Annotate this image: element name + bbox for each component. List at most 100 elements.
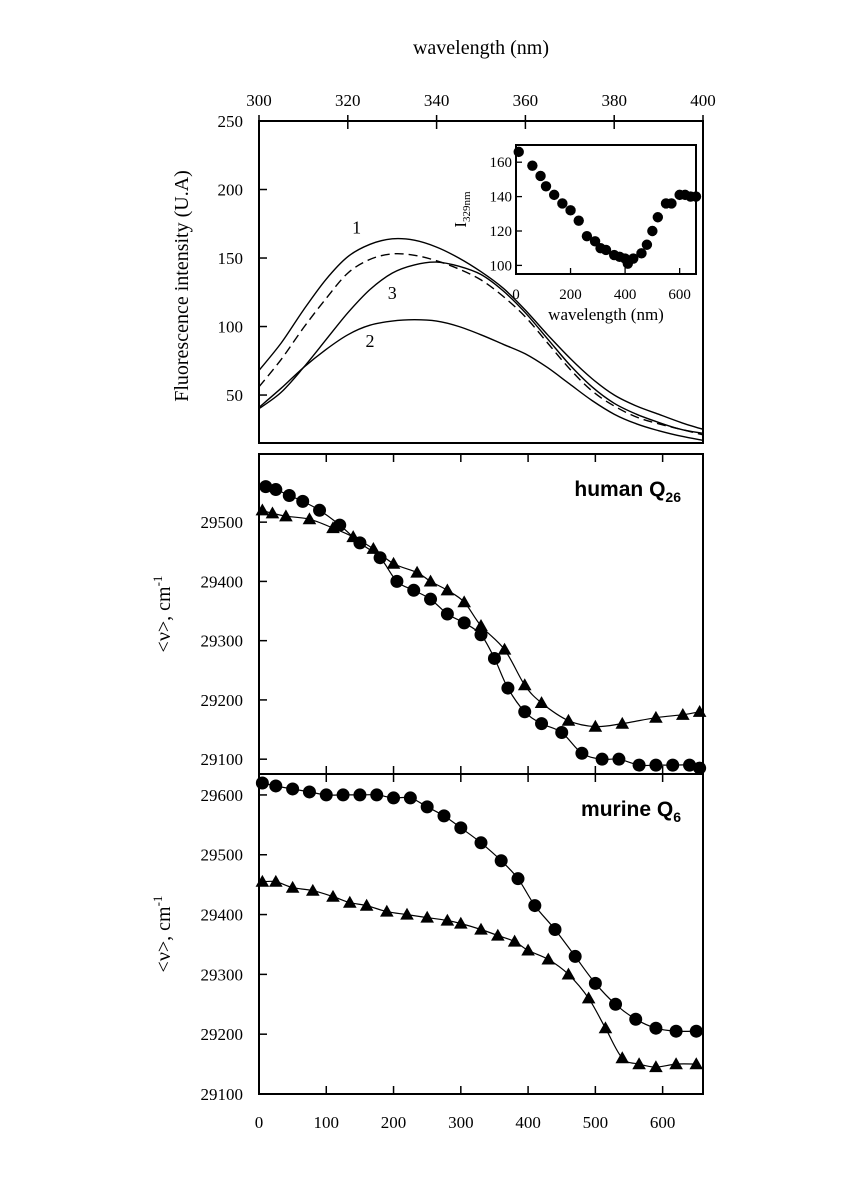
murine-circle-point [269, 779, 283, 793]
spectra-x-tick-label: 360 [513, 91, 539, 110]
murine-x-tick-label: 100 [314, 1113, 340, 1132]
murine-triangle-point [521, 943, 535, 956]
spectra-x-tick-label: 340 [424, 91, 450, 110]
human-circle-point [666, 758, 680, 772]
human-y-tick-label: 29300 [201, 632, 244, 651]
human-circle-point [612, 752, 626, 766]
murine-fit-line [262, 880, 697, 1068]
murine-circle-point [286, 782, 300, 796]
spectra-y-tick-label: 50 [226, 386, 243, 405]
murine-triangle-point [598, 1021, 613, 1034]
inset-point [535, 170, 546, 182]
murine-triangle-point [440, 913, 455, 926]
inset-point [628, 253, 639, 264]
spectra-x-tick-label: 400 [690, 91, 716, 110]
inset-point [647, 225, 658, 237]
murine-circle-point [336, 788, 350, 802]
human-circle-point [487, 651, 501, 665]
human-circle-point [373, 551, 387, 565]
murine-series [255, 776, 704, 1073]
human-circle-point [407, 583, 421, 597]
murine-y-tick-label: 29400 [201, 906, 244, 925]
spectra-x-tick-label: 300 [246, 91, 272, 110]
human-triangle-point [302, 512, 317, 525]
murine-triangle-point [669, 1057, 683, 1070]
human-triangle-point [255, 503, 270, 516]
inset-x-axis-label: wavelength (nm) [548, 305, 664, 324]
inset-y-tick-label: 140 [490, 190, 513, 206]
murine-circle-point [437, 809, 451, 823]
human-plot-frame [258, 453, 704, 775]
inset-point [548, 189, 560, 201]
murine-triangle-point [454, 916, 468, 929]
murine-x-tick-label: 600 [650, 1113, 676, 1132]
inset-point [652, 212, 664, 223]
human-y-tick-label: 29200 [201, 691, 244, 710]
inset-plot: 0 200 400 600 100 120 140 160 wavelength… [451, 144, 702, 324]
inset-y-label-main: I [451, 222, 470, 228]
human-triangle-point [692, 704, 707, 717]
inset-point [565, 205, 576, 216]
human-panel-label: human Q26 [574, 478, 681, 505]
spectra-x-tick-label: 320 [335, 91, 361, 110]
inset-points [513, 146, 702, 269]
murine-circle-point [528, 899, 542, 913]
human-triangle-point [279, 509, 293, 522]
inset-point [641, 239, 653, 250]
inset-point [557, 198, 568, 209]
human-y-axis-label: <ν>, cm-1 [150, 576, 175, 653]
murine-x-tick-label: 0 [255, 1113, 264, 1132]
murine-circle-point [474, 836, 488, 850]
human-circle-point [501, 681, 515, 695]
murine-panel: 29100 29200 29300 29400 29500 29600 0 10… [150, 773, 704, 1132]
spectra-plot-frame [258, 120, 704, 444]
curve-label-2: 2 [366, 331, 375, 351]
spectra-series [258, 237, 704, 441]
murine-triangle-point [541, 952, 556, 965]
murine-triangle-point [380, 904, 394, 917]
murine-x-tick-label: 300 [448, 1113, 474, 1132]
murine-circle-point [649, 1021, 663, 1035]
murine-triangle-point [255, 874, 270, 887]
spectrum-curve-dashed [258, 252, 704, 436]
human-circle-point [457, 616, 471, 630]
spectra-y-tick-label: 200 [218, 181, 244, 200]
inset-point [513, 146, 524, 158]
murine-circle-point [609, 997, 623, 1011]
human-triangle-point [346, 530, 360, 543]
murine-circle-point [319, 788, 333, 802]
inset-y-label-sub: 329nm [461, 191, 473, 222]
human-triangle-point [676, 707, 690, 720]
murine-triangle-point [326, 889, 340, 902]
inset-x-tick-label: 200 [559, 287, 582, 303]
murine-triangle-point [561, 967, 576, 980]
human-series [255, 480, 707, 775]
human-triangle-point [423, 574, 438, 587]
human-label-main: human Q [574, 478, 665, 501]
inset-point [581, 230, 593, 242]
human-circle-point [683, 758, 697, 772]
murine-y-axis-label: <ν>, cm-1 [150, 896, 175, 973]
human-triangle-point [386, 556, 401, 569]
human-triangle-point [615, 716, 630, 729]
inset-x-tick-label: 600 [668, 287, 691, 303]
human-circle-point [313, 503, 327, 517]
human-tick-marks [258, 454, 664, 774]
murine-x-tick-label: 200 [381, 1113, 407, 1132]
murine-triangle-point [359, 898, 374, 911]
inset-y-axis-label: I329nm [451, 191, 473, 228]
murine-y-tick-label: 29200 [201, 1025, 244, 1044]
murine-circle-point [387, 791, 401, 805]
human-triangle-point [366, 542, 381, 554]
murine-circle-point [669, 1024, 683, 1038]
murine-circle-point [370, 788, 384, 802]
human-triangle-point [474, 619, 488, 631]
murine-circle-point [420, 800, 434, 814]
inset-tick-marks [515, 161, 681, 274]
murine-y-tick-label: 29600 [201, 786, 244, 805]
inset-point [690, 191, 702, 202]
murine-circle-point [689, 1024, 703, 1038]
human-circle-point [296, 494, 310, 508]
human-triangle-point [457, 595, 471, 608]
